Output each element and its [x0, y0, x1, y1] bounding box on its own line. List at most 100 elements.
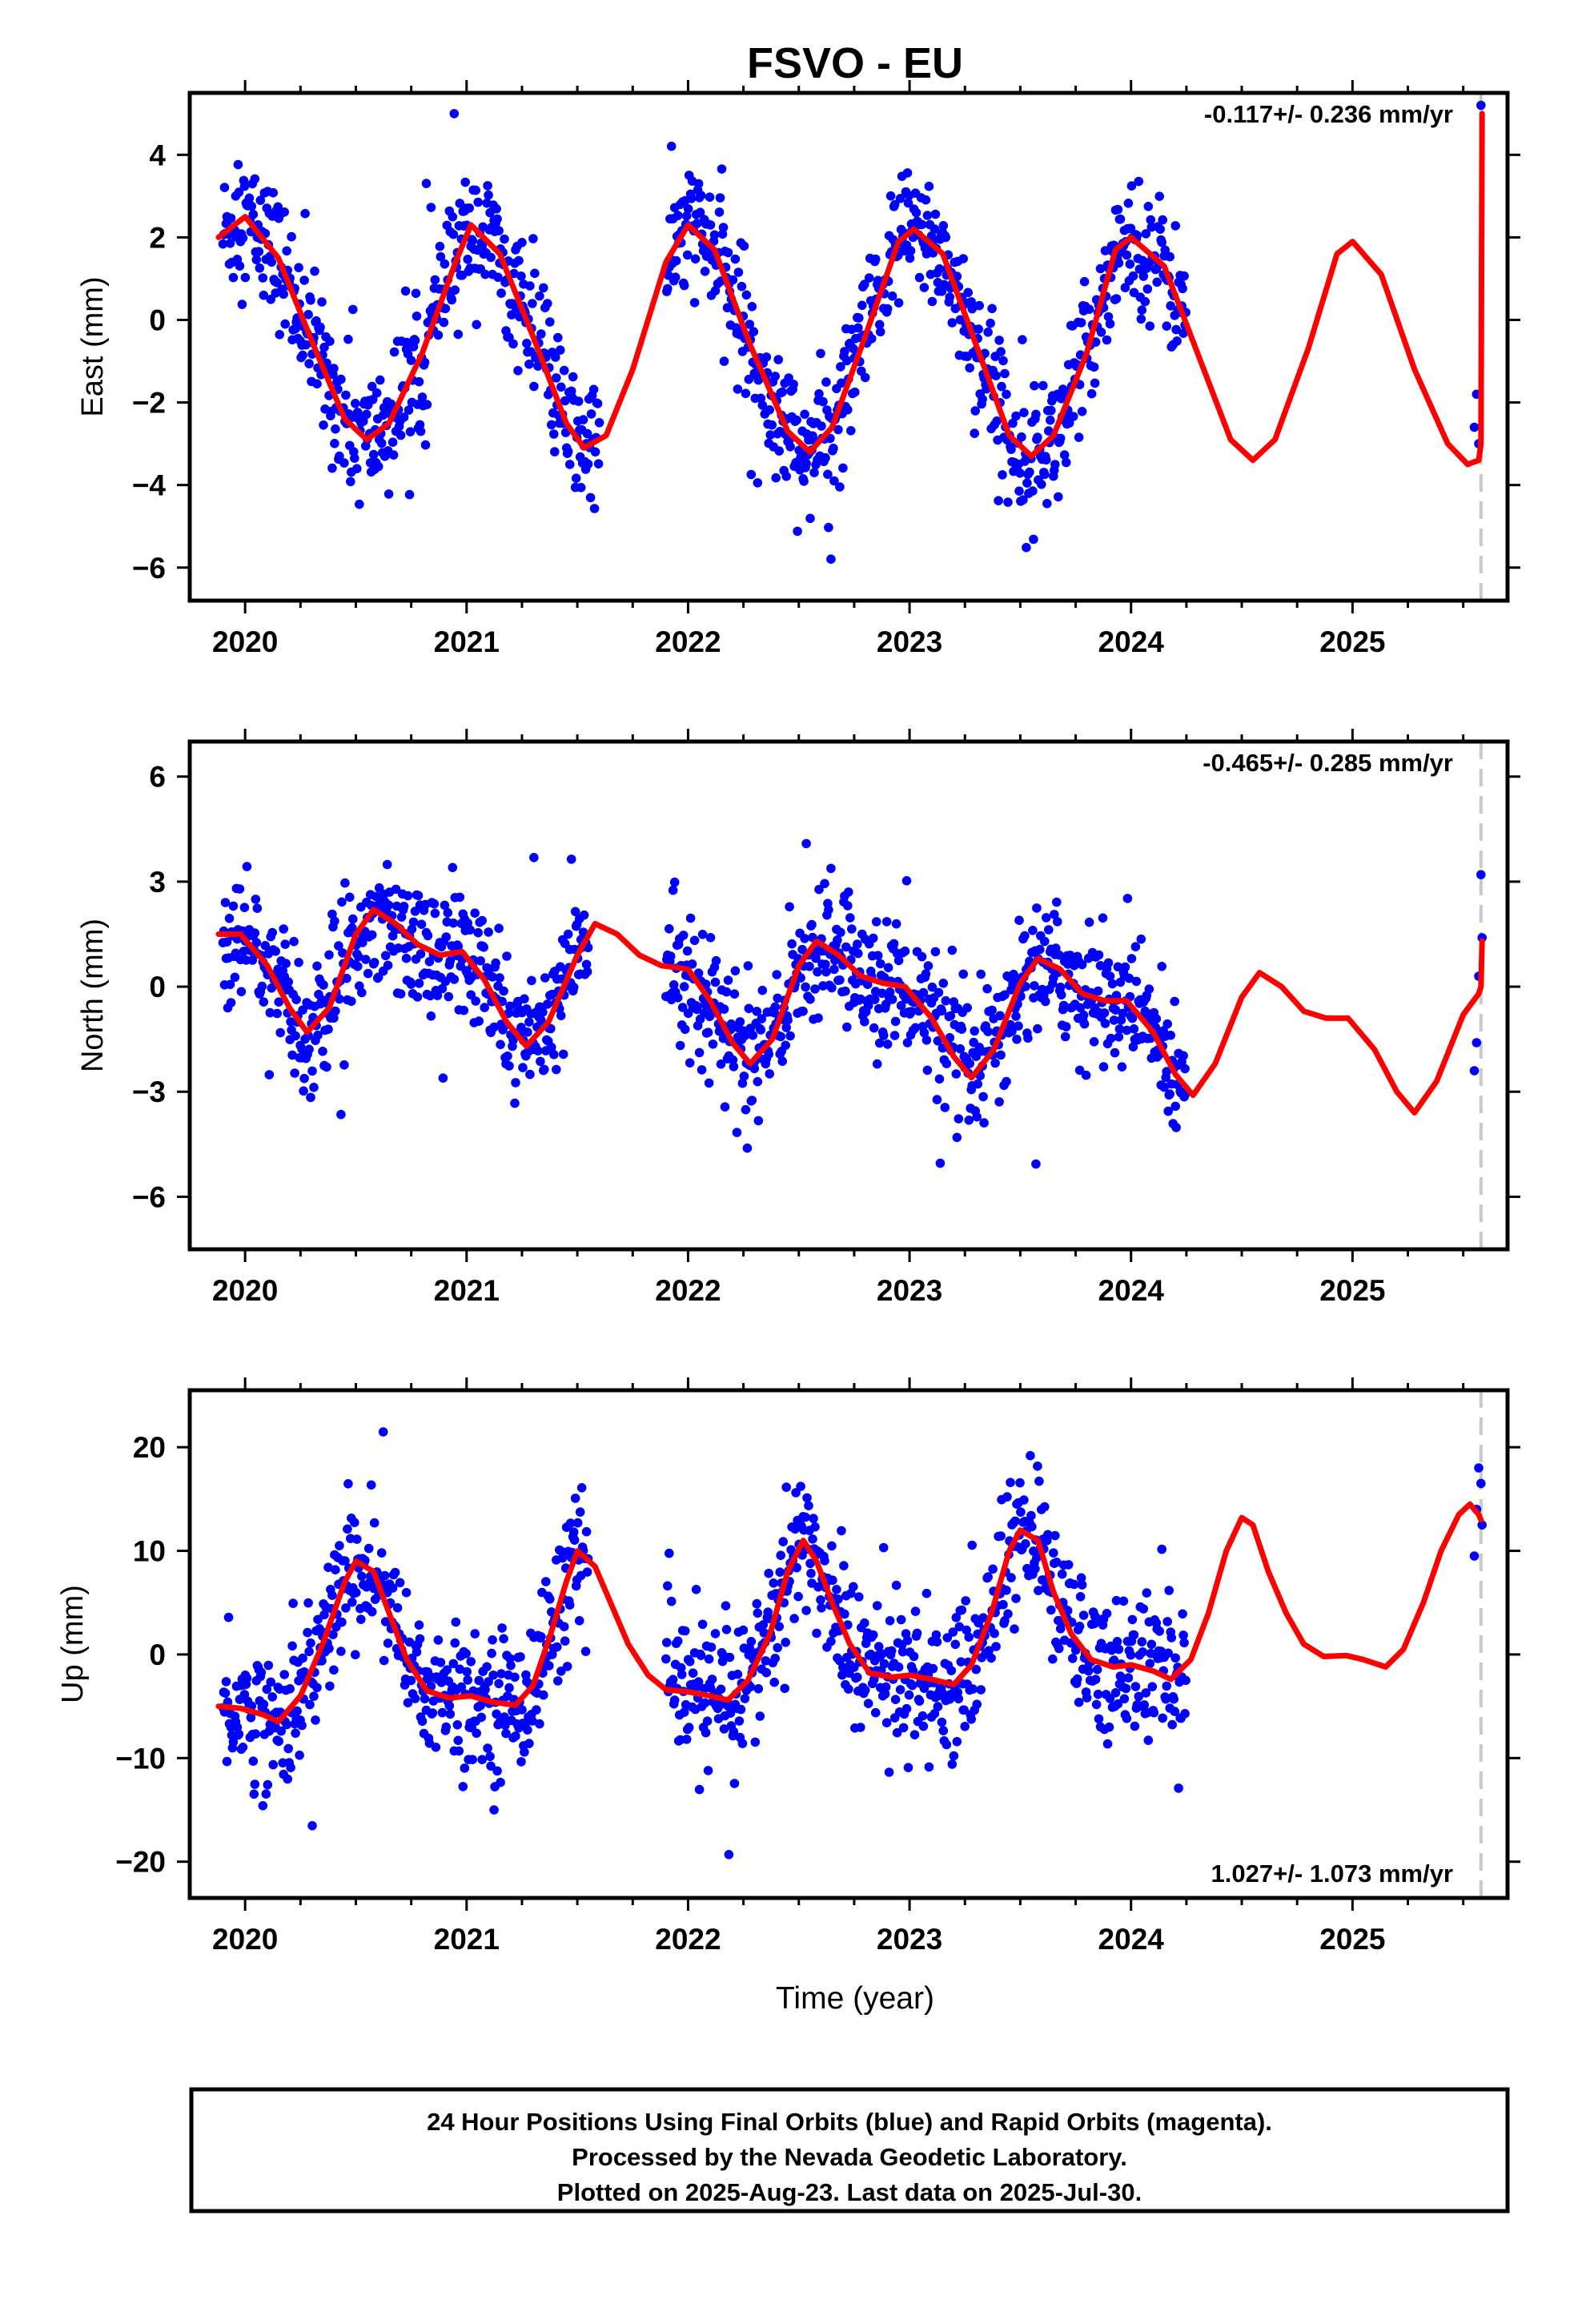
data-point	[378, 1427, 388, 1437]
data-point	[420, 440, 431, 450]
data-point	[909, 1651, 919, 1662]
data-point	[351, 1650, 360, 1659]
data-point	[559, 1622, 569, 1631]
data-point	[685, 1058, 695, 1068]
data-point	[337, 897, 347, 907]
data-point	[680, 1626, 690, 1636]
data-point	[1089, 362, 1099, 372]
data-point	[937, 1006, 947, 1016]
data-point	[1090, 1611, 1100, 1621]
data-point	[391, 884, 401, 895]
data-point	[222, 1756, 232, 1767]
data-point	[776, 1031, 785, 1042]
data-point	[379, 1655, 389, 1666]
data-point	[265, 1007, 275, 1018]
data-point	[1147, 1682, 1158, 1691]
data-point	[736, 1704, 746, 1715]
data-point	[874, 320, 885, 330]
data-point	[934, 264, 945, 274]
data-point	[853, 323, 863, 333]
data-point	[881, 999, 891, 1009]
data-point	[1033, 432, 1042, 442]
data-point	[735, 1017, 745, 1027]
data-point	[810, 1522, 820, 1532]
data-point	[744, 374, 754, 384]
data-point	[770, 372, 780, 381]
data-point	[978, 1092, 988, 1102]
data-point	[896, 1000, 906, 1011]
data-point	[518, 1063, 528, 1072]
data-point	[972, 1112, 982, 1122]
data-point	[589, 504, 600, 513]
data-point	[1019, 1495, 1029, 1505]
data-point	[1476, 100, 1486, 111]
data-point	[492, 1709, 501, 1719]
data-point	[1157, 1544, 1166, 1554]
data-point	[792, 1562, 801, 1573]
data-point	[836, 362, 845, 372]
data-point	[677, 1670, 687, 1679]
data-point	[1170, 996, 1179, 1007]
data-point	[775, 1567, 785, 1577]
data-point	[259, 997, 269, 1007]
data-point	[780, 1683, 789, 1694]
data-point	[1127, 1013, 1138, 1023]
data-point	[996, 347, 1006, 357]
data-point	[261, 1789, 271, 1799]
data-point	[448, 1659, 459, 1669]
data-point	[573, 396, 584, 406]
data-point	[239, 903, 250, 912]
y-axis-label: Up (mm)	[56, 1585, 90, 1703]
data-point	[317, 297, 327, 307]
data-point	[860, 1685, 870, 1695]
data-point	[765, 430, 775, 440]
data-point	[798, 1007, 808, 1016]
data-point	[841, 942, 851, 952]
data-point	[477, 241, 487, 251]
x-tick-label: 2025	[1319, 625, 1385, 658]
data-point	[824, 905, 833, 915]
data-point	[668, 885, 678, 895]
data-point	[525, 281, 535, 291]
data-point	[451, 1617, 461, 1627]
data-point	[283, 977, 294, 987]
data-point	[528, 1716, 537, 1726]
data-point	[709, 230, 720, 240]
data-point	[424, 957, 435, 967]
data-point	[335, 451, 344, 461]
data-point	[454, 1746, 464, 1756]
data-point	[696, 191, 706, 200]
data-point	[769, 1578, 778, 1588]
data-point	[687, 959, 697, 969]
data-point	[482, 1662, 492, 1672]
data-point	[817, 421, 826, 431]
data-point	[694, 1784, 705, 1795]
data-point	[576, 1483, 587, 1493]
data-point	[813, 967, 822, 977]
data-point	[952, 1737, 962, 1747]
y-tick-label: −6	[132, 552, 166, 585]
data-point	[770, 1654, 780, 1663]
data-point	[983, 1027, 993, 1036]
data-point	[917, 219, 927, 230]
data-point	[976, 1685, 986, 1695]
data-point	[1109, 1015, 1119, 1025]
data-point	[582, 967, 592, 977]
data-point	[810, 984, 820, 994]
data-point	[251, 938, 262, 947]
data-point	[375, 375, 385, 385]
data-point	[860, 372, 870, 383]
model-curve	[215, 1501, 1484, 1725]
data-point	[836, 927, 845, 938]
data-point	[566, 854, 576, 864]
data-point	[479, 943, 488, 952]
data-point	[1083, 1666, 1094, 1676]
data-point	[964, 1632, 974, 1642]
data-point	[480, 269, 490, 279]
data-point	[480, 1685, 490, 1695]
data-point	[897, 1647, 908, 1657]
data-point	[430, 908, 440, 919]
data-point	[957, 1605, 967, 1615]
data-point	[1162, 1067, 1171, 1076]
